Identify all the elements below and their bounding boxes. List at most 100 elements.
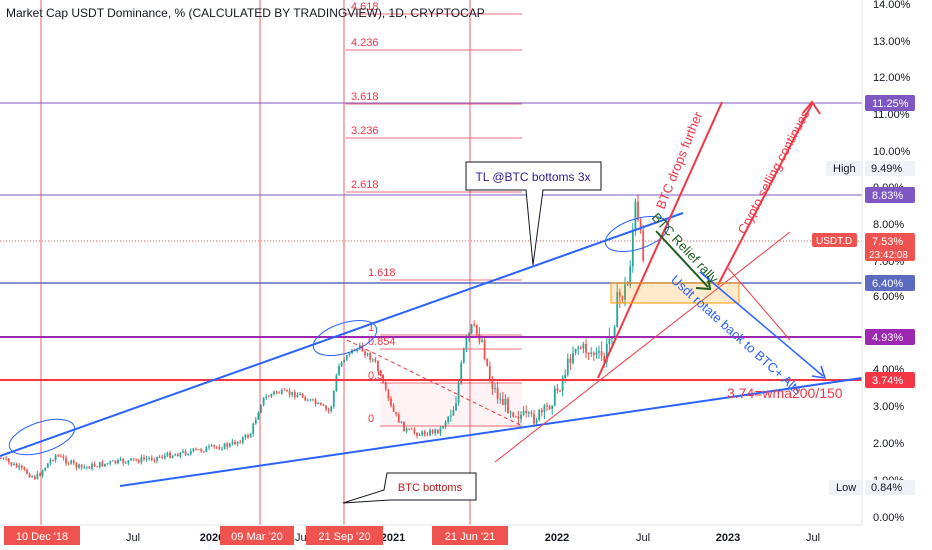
date-badge <box>306 526 383 545</box>
last-value-badge <box>865 233 915 261</box>
y-tick-label: 10.00% <box>873 146 911 158</box>
candle-body <box>288 390 291 395</box>
fib-level-label: 2.618 <box>351 179 379 191</box>
candle-body <box>46 463 49 468</box>
candle-body <box>270 393 273 397</box>
candle-body <box>447 416 450 422</box>
x-tick-label: 2021 <box>381 532 405 544</box>
candle-body <box>455 403 457 411</box>
annotation-crypto-selling: Crypto selling continues <box>734 107 812 236</box>
candle-body <box>366 353 369 356</box>
date-badge-label: 21 Sep '20 <box>318 531 370 543</box>
candle-body <box>387 389 390 399</box>
candle-body <box>223 443 226 450</box>
y-tick-label: 0.00% <box>873 512 904 524</box>
candle-body <box>85 466 88 468</box>
candle-body <box>395 411 398 415</box>
candle-body <box>39 473 41 476</box>
level-badge <box>865 275 915 291</box>
candle-body <box>70 460 73 464</box>
candle-body <box>262 397 265 406</box>
candle-body <box>556 388 559 391</box>
candle-body <box>421 431 424 435</box>
candle-body <box>221 449 223 450</box>
candle-body <box>507 398 509 414</box>
candle-body <box>98 462 101 468</box>
candle-body <box>226 443 229 447</box>
candle-body <box>462 348 465 363</box>
fib-level-label: 0.5 <box>368 370 383 382</box>
usdt-rotate-arrow <box>699 271 824 377</box>
candle-body <box>530 412 533 414</box>
candle-body <box>75 463 78 468</box>
candle-body <box>499 398 502 400</box>
candle-body <box>31 476 34 478</box>
candle-body <box>514 416 517 418</box>
candle-body <box>317 402 320 405</box>
candle-body <box>83 467 86 468</box>
candle-body <box>392 405 395 412</box>
candle-body <box>494 387 496 389</box>
y-tick-label: 14.00% <box>873 0 911 11</box>
candle-body <box>306 400 309 402</box>
candle-body <box>600 351 603 356</box>
lower-trendline <box>119 377 863 487</box>
y-tick-label: 13.00% <box>873 36 911 48</box>
candle-body <box>304 397 307 401</box>
low-tag-label: Low <box>836 482 856 494</box>
candle-body <box>356 348 359 352</box>
candle-body <box>486 358 489 366</box>
fib-level-label: 1.618 <box>368 267 396 279</box>
candle-body <box>642 230 645 261</box>
level-badge <box>865 372 915 388</box>
candle-body <box>54 455 57 461</box>
candle-body <box>335 375 338 391</box>
candle-body <box>130 458 132 461</box>
candle-body <box>158 456 161 458</box>
candle-body <box>228 443 231 447</box>
candle-body <box>322 404 325 406</box>
candle-body <box>57 455 60 457</box>
candle-body <box>639 220 642 231</box>
fib-level-label: 0 <box>368 413 374 425</box>
candle-body <box>579 347 582 349</box>
candle-body <box>117 459 119 464</box>
candle-body <box>101 462 104 467</box>
candle-body <box>397 414 400 423</box>
candle-body <box>566 358 569 375</box>
usdt-rotate-arrowhead <box>811 365 827 379</box>
candle-body <box>208 446 210 448</box>
candle-body <box>202 451 205 453</box>
candle-body <box>538 409 541 421</box>
btc-drops-ray <box>597 101 723 379</box>
candle-body <box>122 458 125 464</box>
candle-body <box>104 463 106 467</box>
candle-body <box>13 464 15 466</box>
candle-body <box>577 347 580 349</box>
candle-body <box>182 451 184 453</box>
fib-level-label: 1 <box>368 322 374 334</box>
candle-body <box>109 461 112 464</box>
fib-level-label: 3.618 <box>351 91 379 103</box>
candle-body <box>88 466 91 469</box>
candle-body <box>286 390 288 391</box>
tl-callout-label: TL @BTC bottoms 3x <box>475 170 590 184</box>
candle-body <box>36 473 39 479</box>
candle-body <box>496 387 499 399</box>
candle-body <box>215 446 218 448</box>
candle-body <box>418 434 421 436</box>
fib-level-label: 0.854 <box>368 336 396 348</box>
candle-body <box>527 412 530 414</box>
candle-body <box>299 393 301 396</box>
candle-body <box>379 371 382 376</box>
drawings-layer: 4.618 4.236 3.618 3.236 2.618 1.618 1 0.854 0.5 0… <box>0 0 863 525</box>
y-tick-label: 11.00% <box>873 109 910 121</box>
candle-body <box>436 429 439 434</box>
candle-body <box>585 343 587 354</box>
candle-body <box>553 388 556 406</box>
candle-body <box>252 423 255 434</box>
candle-body <box>18 465 21 468</box>
candle-body <box>195 448 197 450</box>
